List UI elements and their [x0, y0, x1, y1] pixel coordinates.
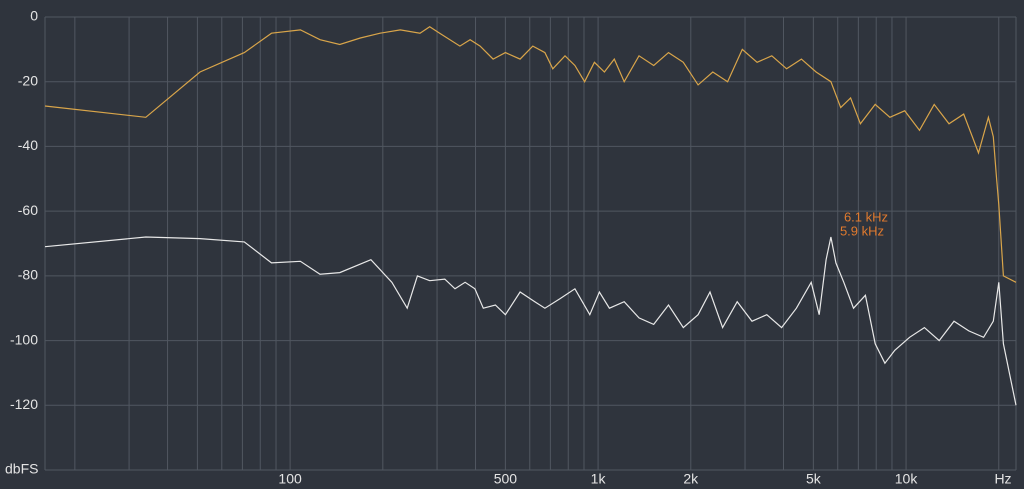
y-tick-label: 0 — [30, 8, 38, 24]
x-tick-label: 2k — [683, 471, 699, 487]
peak-annotation: 6.1 kHz — [844, 209, 888, 224]
x-tick-label: 1k — [591, 471, 607, 487]
x-axis-label: Hz — [994, 471, 1011, 487]
peak-annotation: 5.9 kHz — [840, 223, 884, 238]
y-axis-label: dbFS — [5, 461, 38, 477]
spectrum-line — [44, 236, 1017, 406]
y-tick-label: -40 — [18, 137, 38, 153]
y-tick-label: -20 — [18, 72, 38, 88]
y-tick-label: -120 — [10, 396, 38, 412]
x-tick-label: 500 — [494, 471, 518, 487]
y-tick-label: -60 — [18, 202, 38, 218]
spectrum-line — [44, 25, 1017, 283]
x-tick-label: 100 — [278, 471, 302, 487]
x-tick-label: 5k — [806, 471, 822, 487]
y-tick-label: -100 — [10, 331, 38, 347]
x-tick-label: 10k — [895, 471, 919, 487]
y-tick-label: -80 — [18, 267, 38, 283]
